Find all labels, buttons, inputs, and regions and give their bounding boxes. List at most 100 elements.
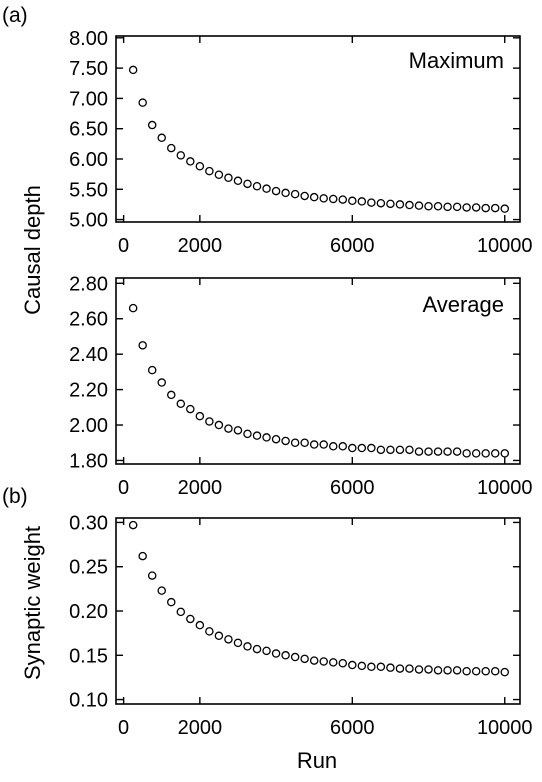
- data-point: [225, 174, 232, 181]
- data-point: [349, 197, 356, 204]
- data-point: [492, 450, 499, 457]
- data-point: [320, 195, 327, 202]
- data-point: [377, 663, 384, 670]
- data-point: [234, 639, 241, 646]
- data-point: [501, 669, 508, 676]
- data-point: [387, 200, 394, 207]
- plot-frame: [116, 518, 520, 704]
- data-point: [177, 152, 184, 159]
- data-point: [368, 199, 375, 206]
- data-point: [434, 448, 441, 455]
- data-point: [463, 450, 470, 457]
- data-point: [215, 171, 222, 178]
- data-point: [396, 446, 403, 453]
- data-point: [196, 163, 203, 170]
- y-tick-label: 2.60: [69, 309, 108, 331]
- data-point: [177, 608, 184, 615]
- y-axis-title-causal-depth: Causal depth: [20, 185, 45, 315]
- panel-a-top: 8.00 7.50 7.00 6.50 6.00 5.50 5.00 0 2000 6000 100…: [69, 28, 533, 257]
- data-point: [139, 342, 146, 349]
- data-point: [168, 144, 175, 151]
- data-point: [444, 203, 451, 210]
- data-point: [434, 667, 441, 674]
- x-tick-label: 2000: [178, 717, 223, 739]
- data-point: [263, 647, 270, 654]
- data-point: [263, 185, 270, 192]
- data-point: [330, 659, 337, 666]
- x-tick-label: 10000: [477, 477, 533, 499]
- data-point: [301, 192, 308, 199]
- data-point: [501, 205, 508, 212]
- data-point: [425, 666, 432, 673]
- y-tick-label: 2.20: [69, 380, 108, 402]
- data-point: [244, 430, 251, 437]
- x-tick-label: 0: [118, 717, 129, 739]
- data-point: [492, 668, 499, 675]
- x-tick-label: 2000: [178, 477, 223, 499]
- data-point: [206, 168, 213, 175]
- data-point: [368, 444, 375, 451]
- data-point: [311, 441, 318, 448]
- data-point: [473, 668, 480, 675]
- panel-a-bottom: 2.80 2.60 2.40 2.20 2.00 1.80 0 2000 6000 10000 Av…: [69, 273, 533, 499]
- data-point: [387, 446, 394, 453]
- y-tick-label: 0.30: [69, 512, 108, 534]
- data-point: [253, 645, 260, 652]
- y-tick-label: 0.20: [69, 601, 108, 623]
- y-tick-label: 1.80: [69, 450, 108, 472]
- data-point: [282, 189, 289, 196]
- data-point: [158, 134, 165, 141]
- data-point: [396, 665, 403, 672]
- data-point: [454, 203, 461, 210]
- data-point: [415, 666, 422, 673]
- y-tick-label: 2.40: [69, 344, 108, 366]
- data-point: [349, 661, 356, 668]
- data-point: [234, 427, 241, 434]
- x-tick-label: 2000: [178, 235, 223, 257]
- data-point: [253, 183, 260, 190]
- y-tick-label: 6.50: [69, 119, 108, 141]
- x-tick-label: 6000: [330, 235, 375, 257]
- x-tick-label: 10000: [477, 717, 533, 739]
- data-point: [130, 66, 137, 73]
- data-point: [196, 622, 203, 629]
- panel-label-b: (b): [2, 485, 28, 508]
- data-point: [501, 450, 508, 457]
- data-point: [444, 667, 451, 674]
- data-point: [244, 180, 251, 187]
- data-point: [473, 204, 480, 211]
- panels-group: 8.00 7.50 7.00 6.50 6.00 5.50 5.00 0 2000 6000 100…: [69, 28, 533, 739]
- data-point: [454, 448, 461, 455]
- data-point: [311, 194, 318, 201]
- data-point: [149, 121, 156, 128]
- data-point: [454, 667, 461, 674]
- data-point: [292, 439, 299, 446]
- y-tick-label: 5.00: [69, 210, 108, 232]
- data-point: [272, 436, 279, 443]
- data-point: [263, 434, 270, 441]
- data-point: [358, 662, 365, 669]
- data-point: [282, 652, 289, 659]
- data-point: [339, 196, 346, 203]
- data-point: [292, 653, 299, 660]
- data-point: [168, 391, 175, 398]
- data-point: [473, 450, 480, 457]
- data-point: [130, 305, 137, 312]
- y-tick-label: 6.00: [69, 149, 108, 171]
- data-point: [215, 632, 222, 639]
- data-point: [292, 191, 299, 198]
- data-point: [187, 615, 194, 622]
- data-point: [206, 628, 213, 635]
- y-tick-label: 0.25: [69, 557, 108, 579]
- data-point: [311, 657, 318, 664]
- y-tick-label: 8.00: [69, 28, 108, 50]
- panel-label-a: (a): [2, 4, 28, 27]
- panel-annotation: Average: [422, 292, 504, 317]
- data-point: [168, 599, 175, 606]
- data-point: [158, 379, 165, 386]
- data-point: [149, 367, 156, 374]
- data-point: [139, 552, 146, 559]
- x-tick-label: 0: [118, 235, 129, 257]
- data-point: [139, 99, 146, 106]
